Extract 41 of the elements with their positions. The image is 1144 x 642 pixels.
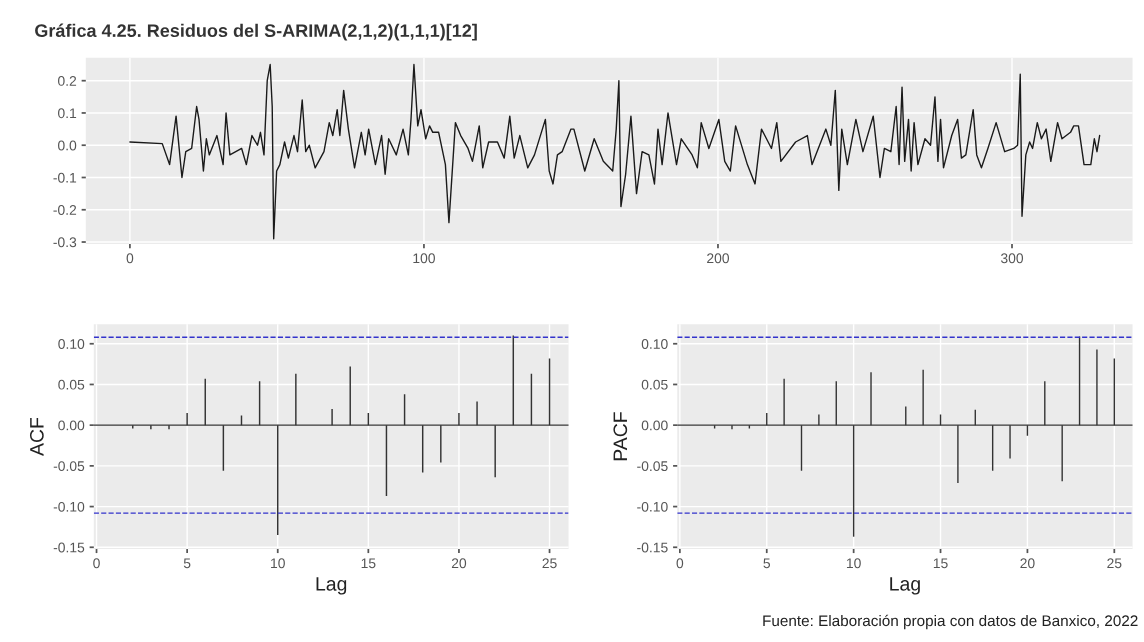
y-axis-title: PACF — [613, 412, 628, 461]
x-tick-label: 0 — [126, 253, 134, 264]
y-tick-label: 0.10 — [58, 339, 85, 349]
y-tick-label: 0.10 — [641, 339, 668, 349]
y-tick-label: -0.1 — [53, 172, 77, 183]
x-axis-title: Lag — [316, 577, 347, 595]
y-tick-label: -0.15 — [53, 542, 85, 553]
y-tick-label: 0.05 — [641, 379, 668, 390]
y-tick-label: -0.05 — [53, 461, 85, 472]
y-tick-label: 0.00 — [58, 420, 85, 431]
x-tick-label: 25 — [542, 558, 557, 569]
y-tick-label: -0.15 — [637, 542, 668, 553]
y-tick-label: 0.0 — [58, 140, 77, 151]
x-tick-label: 5 — [763, 558, 771, 569]
y-tick-label: 0.05 — [58, 379, 85, 390]
x-tick-label: 200 — [707, 253, 730, 264]
x-tick-label: 0 — [93, 558, 100, 569]
y-tick-label: -0.3 — [53, 237, 77, 248]
y-tick-label: 0.00 — [641, 420, 668, 431]
x-tick-label: 0 — [676, 558, 684, 569]
source-note: Fuente: Elaboración propia con datos de Banxico, 2022 — [763, 614, 1138, 630]
y-tick-label: 0.1 — [58, 108, 77, 119]
x-tick-label: 5 — [183, 558, 191, 569]
y-tick-label: -0.05 — [637, 461, 668, 472]
y-axis-title: ACF — [29, 417, 44, 456]
chart-title: Gráfica 4.25. Residuos del S-ARIMA(2,1,2)(1,1,1)[12] — [35, 23, 477, 41]
x-axis-title: Lag — [890, 577, 920, 595]
x-tick-label: 100 — [413, 253, 435, 264]
y-tick-label: -0.2 — [53, 205, 77, 215]
y-tick-label: -0.10 — [637, 501, 668, 512]
x-tick-label: 10 — [846, 558, 861, 569]
y-tick-label: -0.10 — [53, 501, 85, 512]
x-tick-label: 20 — [1020, 558, 1035, 569]
x-tick-label: 15 — [361, 558, 376, 569]
y-tick-label: 0.2 — [58, 76, 77, 86]
x-tick-label: 25 — [1107, 558, 1122, 569]
x-tick-label: 300 — [1000, 253, 1024, 264]
x-tick-label: 20 — [451, 558, 467, 569]
line-series — [129, 63, 1101, 240]
x-tick-label: 10 — [271, 558, 285, 569]
x-tick-label: 15 — [933, 558, 948, 569]
